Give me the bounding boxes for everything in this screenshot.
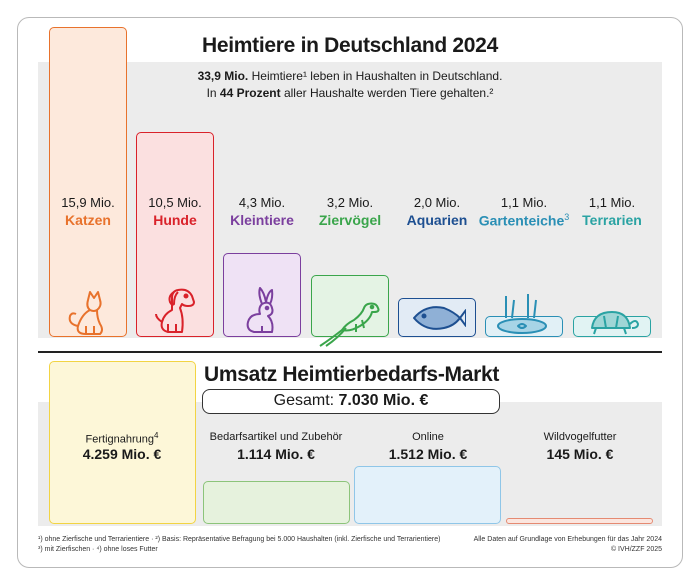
parrot-icon xyxy=(319,302,380,347)
subtitle-line-2: In 44 Prozent aller Haushalte werden Tie… xyxy=(0,86,700,101)
market-label-bedarf: Bedarfsartikel und Zubehör xyxy=(209,431,343,443)
footnote-marker: 3 xyxy=(564,212,570,222)
pet-value-ziervoegel: 3,2 Mio. xyxy=(326,195,374,210)
market-bar-fertignahrung xyxy=(49,361,196,524)
pet-label-aquarien: Aquarien xyxy=(406,212,468,228)
footnote-left-1: ¹) ohne Zierfische und Terrarientiere · … xyxy=(38,536,441,543)
subtitle-text-1: Heimtiere¹ leben in Haushalten in Deutsc… xyxy=(248,69,503,83)
pet-value-aquarien: 2,0 Mio. xyxy=(413,195,461,210)
market-value-bedarf: 1.114 Mio. € xyxy=(237,446,315,462)
page-title: Heimtiere in Deutschland 2024 xyxy=(202,34,498,57)
pond-icon xyxy=(497,294,547,334)
pet-label-gartenteiche: Gartenteiche3 xyxy=(478,212,570,229)
footnote-right-2: © IVH/ZZF 2025 xyxy=(610,546,662,553)
pet-label-hunde: Hunde xyxy=(153,212,197,228)
pet-value-terrarien: 1,1 Mio. xyxy=(588,195,636,210)
market-value-online: 1.512 Mio. € xyxy=(388,446,468,462)
market-value-fertignahrung: 4.259 Mio. € xyxy=(82,446,162,462)
market-bar-online xyxy=(354,466,501,524)
fish-icon xyxy=(413,306,466,330)
market-label-wildvogel: Wildvogelfutter xyxy=(543,431,617,443)
market-title: Umsatz Heimtierbedarfs-Markt xyxy=(204,363,500,386)
footnote-left-2: ³) mit Zierfischen · ⁴) ohne loses Futte… xyxy=(38,546,158,553)
market-total-box: Gesamt: 7.030 Mio. € xyxy=(202,389,500,414)
turtle-icon xyxy=(591,311,639,335)
pet-label-kleintiere: Kleintiere xyxy=(230,212,294,228)
market-bar-bedarf xyxy=(203,481,350,524)
footnote-marker: 4 xyxy=(154,431,159,440)
market-total-value: 7.030 Mio. € xyxy=(338,392,429,409)
pet-value-hunde: 10,5 Mio. xyxy=(148,195,202,210)
subtitle-line-1: 33,9 Mio. Heimtiere¹ leben in Haushalten… xyxy=(0,69,700,84)
market-total-label: Gesamt: xyxy=(273,392,339,409)
cat-icon xyxy=(68,291,103,335)
pet-bar-katzen xyxy=(49,27,127,337)
rabbit-icon xyxy=(246,287,274,333)
market-bar-wildvogel xyxy=(506,518,653,524)
pet-label-katzen: Katzen xyxy=(65,212,111,228)
pet-value-katzen: 15,9 Mio. xyxy=(61,195,115,210)
section-divider xyxy=(38,351,662,353)
market-label-online: Online xyxy=(412,431,444,443)
pet-bar-kleintiere xyxy=(223,253,301,337)
subtitle-total-pets: 33,9 Mio. xyxy=(197,69,249,83)
subtitle-text-2a: In xyxy=(206,86,220,100)
market-label-fertignahrung: Fertignahrung4 xyxy=(85,431,159,446)
pet-value-gartenteiche: 1,1 Mio. xyxy=(500,195,548,210)
footnote-right-1: Alle Daten auf Grundlage von Erhebungen … xyxy=(473,536,662,543)
market-value-wildvogel: 145 Mio. € xyxy=(546,446,614,462)
subtitle-percent: 44 Prozent xyxy=(219,86,281,100)
pet-label-terrarien: Terrarien xyxy=(582,212,642,228)
dog-icon xyxy=(155,288,195,333)
subtitle-text-2b: aller Haushalte werden Tiere gehalten.² xyxy=(280,86,494,100)
pet-value-kleintiere: 4,3 Mio. xyxy=(238,195,286,210)
pet-label-ziervoegel: Ziervögel xyxy=(318,212,382,228)
